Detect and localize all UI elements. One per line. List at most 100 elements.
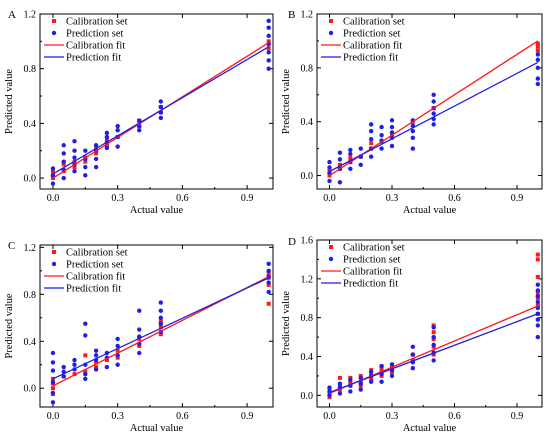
prediction-point: [115, 123, 120, 129]
prediction-point: [431, 325, 436, 330]
prediction-point: [137, 308, 142, 313]
prediction-point: [410, 135, 416, 141]
y-tick-label: 0.0: [301, 171, 314, 182]
legend-swatch-calibration-set: [52, 250, 56, 254]
prediction-point: [535, 334, 541, 340]
prediction-point: [431, 334, 436, 340]
prediction-point: [158, 321, 164, 326]
calibration-point: [72, 372, 77, 377]
prediction-point: [379, 364, 384, 369]
calibration-point: [104, 137, 109, 142]
y-tick-label: 0.4: [24, 119, 37, 130]
prediction-point: [368, 136, 374, 142]
prediction-point: [72, 169, 77, 174]
prediction-point: [327, 170, 332, 176]
prediction-point: [431, 358, 436, 363]
legend-swatch-calibration-set: [329, 245, 333, 249]
prediction-point: [83, 321, 88, 326]
prediction-point: [266, 268, 271, 274]
calibration-point: [94, 151, 99, 156]
legend-swatch-calibration-set: [52, 19, 56, 23]
prediction-point: [61, 175, 66, 181]
prediction-point: [61, 374, 66, 379]
prediction-point: [535, 57, 541, 62]
panel-letter: C: [8, 240, 15, 252]
prediction-point: [61, 151, 66, 156]
plot-frame: [316, 239, 543, 408]
prediction-point: [431, 92, 436, 97]
calibration-point: [72, 165, 77, 170]
prediction-point: [137, 128, 142, 133]
calibration-point: [535, 291, 540, 296]
prediction-point: [431, 99, 436, 104]
prediction-point: [535, 294, 541, 299]
calibration-point: [535, 48, 540, 53]
chart-panel-d: D 0.0 0.3 0.6 0.9 0.0 0.4 0.8 1.2 1.6 Actual value…: [281, 236, 543, 434]
y-tick-label: 0.4: [301, 352, 314, 363]
x-axis-label: Actual value: [403, 423, 457, 434]
prediction-point: [348, 377, 353, 383]
prediction-point: [83, 173, 88, 178]
prediction-point: [358, 381, 363, 386]
prediction-point: [389, 373, 395, 379]
legend-label: Prediction set: [343, 255, 401, 266]
prediction-point: [50, 166, 56, 171]
prediction-point: [379, 146, 384, 151]
calibration-point: [83, 353, 88, 358]
x-tick-label: 0.9: [241, 193, 254, 204]
prediction-point: [104, 364, 110, 370]
prediction-point: [535, 52, 541, 57]
prediction-point: [337, 381, 343, 386]
prediction-point: [348, 151, 353, 157]
prediction-fit-line: [52, 277, 269, 380]
x-tick-label: 0.9: [511, 193, 524, 204]
calibration-point: [61, 162, 66, 167]
prediction-point: [50, 360, 56, 365]
calibration-point: [431, 330, 436, 335]
prediction-point: [410, 352, 416, 357]
prediction-point: [266, 66, 271, 71]
calibration-point: [158, 325, 163, 330]
x-tick-label: 0.0: [323, 193, 336, 204]
prediction-point: [348, 389, 353, 394]
prediction-point: [115, 362, 120, 367]
chart-panel-b: B 0.0 0.3 0.6 0.9 0.0 0.4 0.8 1.2 Actual value Pre…: [281, 9, 543, 216]
prediction-point: [115, 343, 120, 349]
calibration-point: [83, 159, 88, 164]
calibration-point: [535, 41, 540, 46]
prediction-point: [358, 387, 363, 392]
plot-area: [50, 261, 271, 405]
legend-label: Prediction fit: [343, 53, 398, 64]
y-tick-label: 0.0: [24, 174, 37, 185]
x-axis-label: Actual value: [130, 205, 184, 216]
prediction-point: [61, 143, 66, 148]
chart-panel-a: A 0.0 0.3 0.6 0.9 0.0 0.4 0.8 1.2 Actual value Pre…: [4, 9, 274, 216]
calibration-point: [104, 143, 109, 148]
calibration-point: [115, 355, 120, 360]
calibration-point: [158, 332, 163, 337]
prediction-point: [61, 364, 66, 370]
plot-frame: [39, 13, 274, 190]
legend-label: Prediction fit: [66, 284, 121, 295]
calibration-point: [535, 274, 540, 279]
y-tick-label: 0.8: [24, 64, 37, 75]
calibration-point: [337, 375, 342, 380]
prediction-point: [327, 178, 332, 184]
y-tick-label: 1.2: [24, 243, 37, 254]
prediction-point: [83, 371, 88, 377]
prediction-point: [72, 138, 77, 144]
prediction-point: [327, 165, 332, 170]
prediction-point: [93, 348, 99, 353]
prediction-point: [368, 128, 374, 134]
prediction-point: [50, 181, 56, 186]
prediction-point: [72, 362, 77, 367]
x-tick-label: 0.3: [111, 193, 124, 204]
x-tick-label: 0.6: [176, 193, 189, 204]
legend-label: Calibration fit: [343, 267, 402, 278]
prediction-point: [535, 317, 541, 322]
plot-area: [327, 40, 541, 185]
prediction-point: [158, 308, 164, 313]
prediction-point: [368, 379, 374, 384]
prediction-point: [368, 369, 374, 375]
